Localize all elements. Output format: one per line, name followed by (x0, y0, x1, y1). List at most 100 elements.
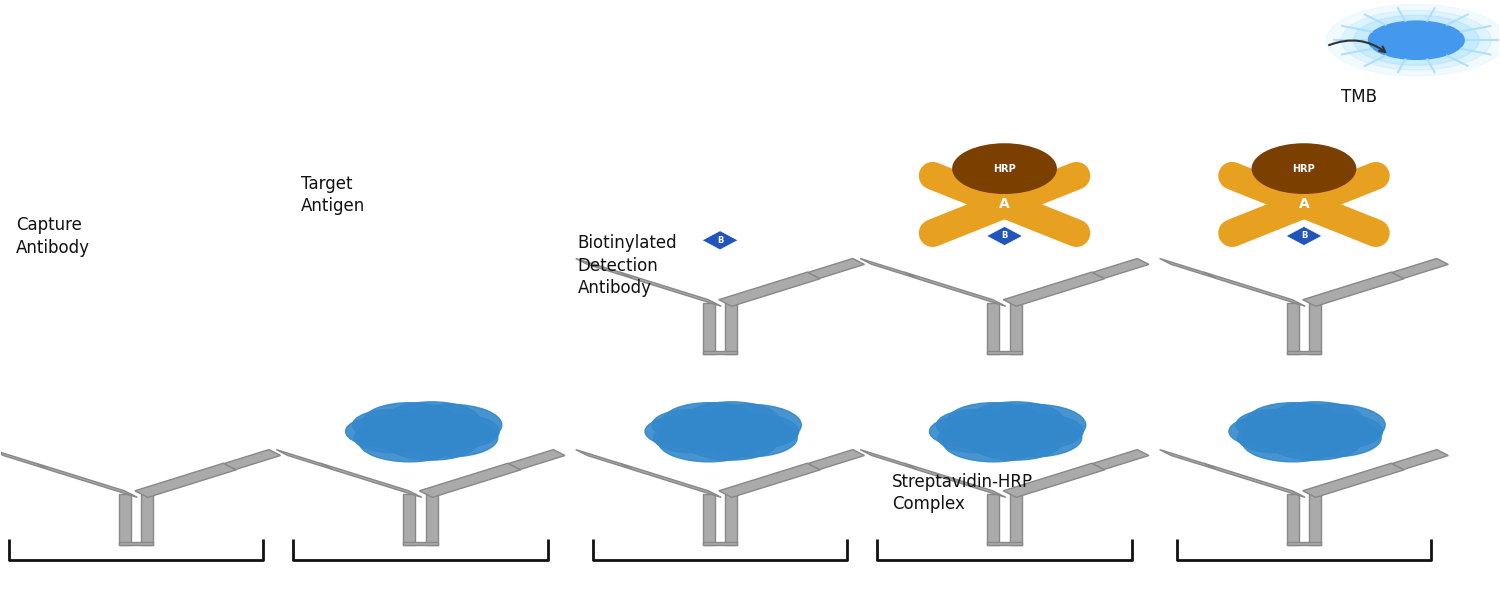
FancyBboxPatch shape (1287, 542, 1322, 545)
Text: Streptavidin-HRP
Complex: Streptavidin-HRP Complex (892, 473, 1034, 514)
Polygon shape (1392, 449, 1449, 469)
Polygon shape (904, 463, 1005, 497)
Circle shape (714, 415, 798, 448)
FancyBboxPatch shape (1310, 303, 1322, 354)
FancyBboxPatch shape (426, 494, 438, 545)
Polygon shape (718, 272, 821, 306)
Circle shape (402, 419, 498, 457)
Text: B: B (1002, 232, 1008, 241)
Circle shape (1269, 423, 1362, 460)
FancyBboxPatch shape (987, 542, 1022, 545)
Circle shape (698, 404, 801, 446)
Polygon shape (620, 272, 722, 306)
Polygon shape (904, 272, 1005, 306)
FancyBboxPatch shape (404, 542, 438, 545)
Polygon shape (36, 463, 138, 497)
Polygon shape (987, 226, 1023, 245)
Circle shape (1326, 4, 1500, 76)
Circle shape (1281, 404, 1384, 446)
FancyBboxPatch shape (404, 494, 416, 545)
Circle shape (930, 416, 1007, 447)
Circle shape (384, 417, 458, 446)
Polygon shape (859, 259, 916, 278)
Polygon shape (1160, 449, 1216, 469)
FancyBboxPatch shape (704, 494, 716, 545)
FancyBboxPatch shape (704, 351, 738, 354)
Polygon shape (859, 449, 916, 469)
Polygon shape (808, 449, 864, 469)
FancyBboxPatch shape (704, 303, 716, 354)
FancyBboxPatch shape (141, 494, 153, 545)
Polygon shape (1304, 272, 1404, 306)
Text: A: A (1299, 197, 1310, 211)
Circle shape (384, 402, 480, 440)
Circle shape (969, 423, 1062, 460)
Circle shape (645, 416, 723, 447)
Polygon shape (1204, 463, 1305, 497)
Circle shape (358, 422, 460, 462)
Circle shape (946, 403, 1040, 439)
Circle shape (1341, 10, 1491, 70)
Text: B: B (1300, 232, 1306, 241)
Polygon shape (576, 259, 632, 278)
Text: HRP: HRP (993, 164, 1016, 173)
Circle shape (1368, 21, 1464, 59)
Circle shape (1238, 423, 1312, 452)
Circle shape (652, 410, 729, 440)
Circle shape (1236, 410, 1314, 440)
Polygon shape (1286, 226, 1322, 245)
Circle shape (982, 404, 1086, 446)
Polygon shape (620, 463, 722, 497)
Polygon shape (135, 463, 237, 497)
Circle shape (1268, 402, 1364, 440)
Circle shape (414, 415, 500, 448)
Circle shape (1246, 403, 1340, 439)
Circle shape (386, 423, 478, 460)
Text: HRP: HRP (1293, 164, 1316, 173)
FancyBboxPatch shape (1287, 494, 1299, 545)
FancyBboxPatch shape (704, 542, 738, 545)
Circle shape (968, 402, 1064, 440)
Circle shape (682, 402, 780, 440)
FancyBboxPatch shape (1010, 303, 1022, 354)
Polygon shape (224, 449, 280, 469)
Polygon shape (1160, 259, 1216, 278)
Ellipse shape (1251, 143, 1356, 194)
Circle shape (969, 417, 1041, 446)
Polygon shape (702, 231, 738, 250)
Polygon shape (576, 449, 632, 469)
Text: Biotinylated
Detection
Antibody: Biotinylated Detection Antibody (578, 235, 678, 297)
Circle shape (352, 410, 430, 440)
Circle shape (938, 423, 1013, 452)
Polygon shape (321, 463, 422, 497)
Polygon shape (1004, 272, 1104, 306)
Circle shape (686, 423, 777, 460)
Polygon shape (1204, 272, 1305, 306)
Circle shape (658, 422, 759, 462)
Circle shape (398, 404, 502, 446)
Circle shape (1268, 417, 1340, 446)
FancyBboxPatch shape (1010, 494, 1022, 545)
Text: B: B (717, 236, 723, 245)
FancyBboxPatch shape (987, 351, 1022, 354)
Polygon shape (1092, 449, 1149, 469)
Polygon shape (1304, 463, 1404, 497)
Circle shape (986, 419, 1082, 457)
FancyBboxPatch shape (726, 494, 738, 545)
Circle shape (1286, 419, 1382, 457)
Polygon shape (718, 463, 821, 497)
Polygon shape (420, 463, 520, 497)
Polygon shape (1392, 259, 1449, 278)
Circle shape (354, 423, 429, 452)
Polygon shape (1092, 259, 1149, 278)
FancyBboxPatch shape (987, 494, 999, 545)
Circle shape (654, 423, 728, 452)
FancyBboxPatch shape (1287, 303, 1299, 354)
FancyBboxPatch shape (1310, 494, 1322, 545)
Circle shape (363, 403, 456, 439)
Circle shape (936, 410, 1014, 440)
Polygon shape (509, 449, 566, 469)
Circle shape (944, 422, 1044, 462)
FancyBboxPatch shape (118, 542, 153, 545)
FancyBboxPatch shape (987, 303, 999, 354)
